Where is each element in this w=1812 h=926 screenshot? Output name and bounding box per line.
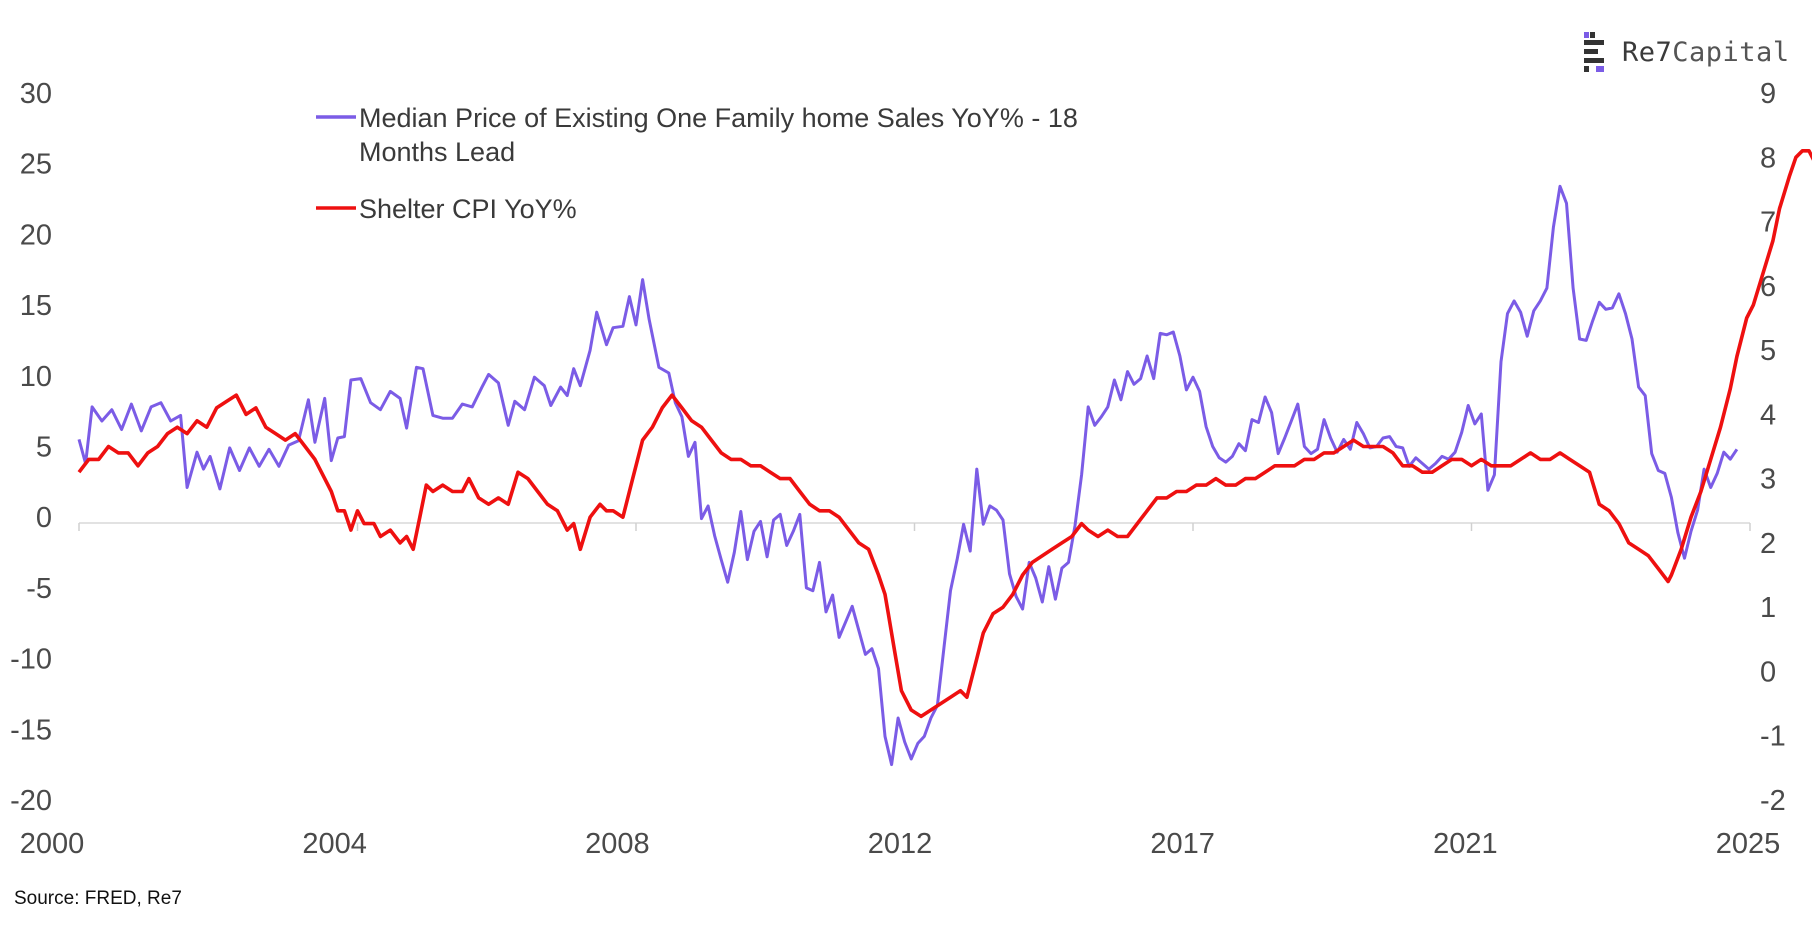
right-axis-tick-label: 7 [1760,207,1776,239]
legend-label-shelter-cpi: Shelter CPI YoY% [359,194,577,224]
left-axis-tick-label: -15 [10,714,52,746]
left-axis-tick-label: -5 [26,573,52,605]
right-axis-tick-label: 5 [1760,335,1776,367]
left-axis-tick-label: -10 [10,644,52,676]
left-axis-tick-label: 20 [20,219,52,251]
x-axis-tick-label: 2004 [302,828,367,860]
left-axis-tick-label: 10 [20,361,52,393]
left-axis-tick-label: 15 [20,290,52,322]
brand-name-part1: Re7 [1622,36,1673,68]
x-axis-tick-label: 2025 [1716,828,1781,860]
x-axis-tickmarks [78,523,1751,531]
right-axis-tick-label: 1 [1760,592,1776,624]
right-axis-tick-label: -2 [1760,785,1786,817]
re7-logo-icon [1584,32,1604,72]
right-axis-tick-label: 0 [1760,656,1776,688]
right-axis-tick-label: 2 [1760,528,1776,560]
right-axis-tick-label: 4 [1760,399,1776,431]
x-axis-tick-label: 2012 [868,828,933,860]
x-axis-tick-label: 2000 [20,828,85,860]
x-axis-tick-label: 2008 [585,828,650,860]
left-axis-tick-label: 5 [36,432,52,464]
right-axis-tick-label: 9 [1760,78,1776,110]
left-axis-tick-label: 0 [36,502,52,534]
left-axis-tick-label: 30 [20,78,52,110]
shelter-cpi-line [77,149,1812,719]
brand-name: Re7Capital [1622,37,1790,68]
median-price-line [77,184,1739,767]
source-note: Source: FRED, Re7 [14,888,182,909]
right-axis-ticks: 9 8 7 6 5 4 3 2 1 0 -1 -2 [1760,78,1786,817]
legend-label-median-price-line2: Months Lead [359,137,515,167]
left-axis-ticks: 30 25 20 15 10 5 0 -5 -10 -15 -20 [10,78,52,817]
legend-label-median-price: Median Price of Existing One Family home… [359,103,1078,133]
left-axis-tick-label: 25 [20,149,52,181]
right-axis-tick-label: 8 [1760,142,1776,174]
x-axis-tick-label: 2021 [1433,828,1498,860]
x-axis-tick-label: 2017 [1150,828,1215,860]
right-axis-tick-label: -1 [1760,721,1786,753]
x-axis-ticks: 2000 2004 2008 2012 2017 2021 2025 [20,828,1781,860]
right-axis-tick-label: 3 [1760,464,1776,496]
right-axis-tick-label: 6 [1760,271,1776,303]
legend: Median Price of Existing One Family home… [316,103,1078,224]
left-axis-tick-label: -20 [10,785,52,817]
brand-name-part2: Capital [1672,36,1790,68]
brand-logo: Re7Capital [1584,30,1790,74]
